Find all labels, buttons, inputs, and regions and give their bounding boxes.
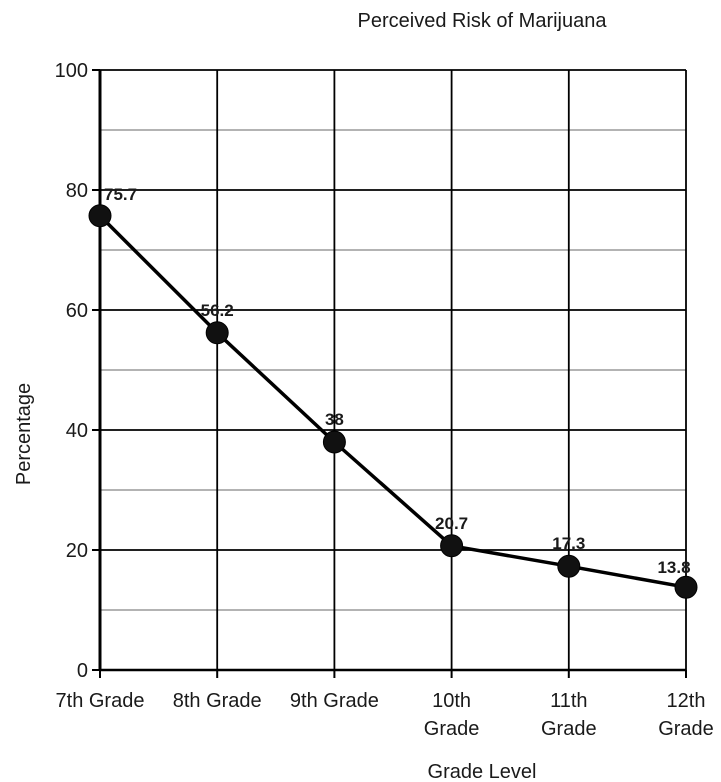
chart-title: Perceived Risk of Marijuana <box>358 10 608 32</box>
x-tick-label: Grade <box>541 718 597 740</box>
data-point-marker <box>440 534 464 558</box>
x-tick-label: 9th Grade <box>290 690 379 712</box>
data-label: 17.3 <box>552 534 585 553</box>
x-axis-title: Grade Level <box>428 761 537 782</box>
x-tick-label: Grade <box>658 718 714 740</box>
y-axis-title: Percentage <box>13 383 35 485</box>
x-tick-label: 8th Grade <box>173 690 262 712</box>
data-point-marker <box>88 204 112 228</box>
x-tick-label: 11th <box>550 690 587 712</box>
axes: 0 20 40 60 80 100 7th Grade 8th Grade 9th Grade 1… <box>55 60 714 740</box>
x-tick-label: Grade <box>424 718 480 740</box>
data-point-marker <box>322 430 346 454</box>
data-label: 56.2 <box>201 301 234 320</box>
data-label: 75.7 <box>104 185 137 204</box>
y-tick-label: 100 <box>55 60 88 82</box>
data-point-marker <box>674 575 698 599</box>
series-line <box>88 204 698 599</box>
data-point-marker <box>205 321 229 345</box>
y-tick-label: 40 <box>66 420 88 442</box>
x-tick-label: 7th Grade <box>56 690 145 712</box>
data-label: 38 <box>325 410 344 429</box>
x-tick-label: 10th <box>432 690 471 712</box>
y-tick-label: 0 <box>77 660 88 682</box>
grid <box>100 69 687 670</box>
y-tick-label: 60 <box>66 300 88 322</box>
data-label: 13.8 <box>657 558 690 577</box>
labels: 75.7 56.2 38 20.7 17.3 13.8 <box>104 185 691 577</box>
series-line-path <box>98 214 687 589</box>
y-tick-label: 20 <box>66 540 88 562</box>
x-tick-label: 12th <box>667 690 706 712</box>
y-tick-label: 80 <box>66 180 88 202</box>
data-point-marker <box>557 554 581 578</box>
data-label: 20.7 <box>435 514 468 533</box>
